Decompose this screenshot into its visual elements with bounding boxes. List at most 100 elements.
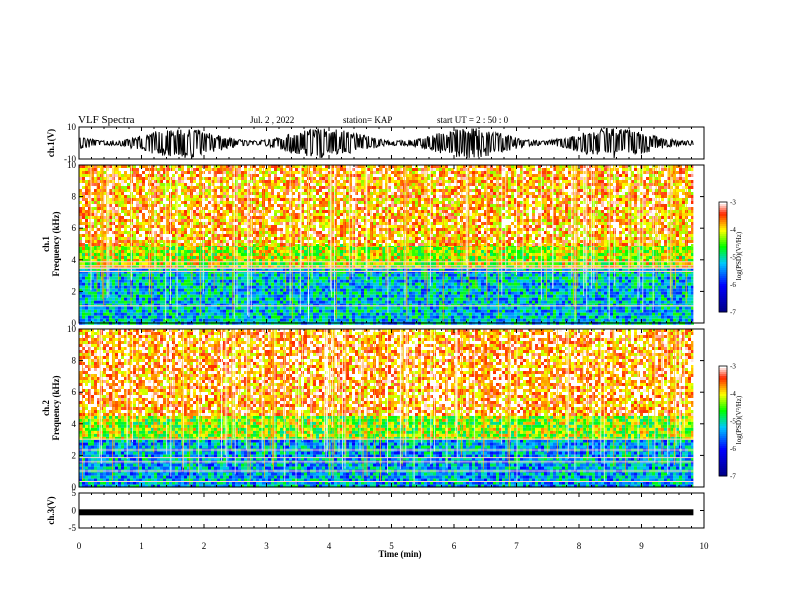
spectrogram-cell [310,286,313,289]
spectrogram-cell [244,286,247,289]
spectrogram-cell [139,256,142,259]
spectrogram-cell [622,313,625,316]
spectrogram-cell [310,283,313,286]
spectrogram-cell [445,262,448,265]
spectrogram-cell [391,313,394,316]
spectrogram-cell [208,316,211,319]
spectrogram-cell [259,292,262,295]
spectrogram-cell [436,292,439,295]
spectrogram-cell [271,301,274,304]
spectrogram-cell [184,319,187,322]
spectrogram-cell [91,301,94,304]
spectrogram-cell [517,286,520,289]
spectrogram-cell [610,310,613,313]
spectrogram-cell [226,313,229,316]
spectrogram-cell [124,313,127,316]
spectrogram-cell [142,313,145,316]
spectrogram-cell [613,301,616,304]
spectrogram-cell [457,316,460,319]
spectrogram-cell [616,280,619,283]
spectrogram-cell [319,277,322,280]
spectrogram-cell [559,307,562,310]
spectrogram-cell [604,280,607,283]
spectrogram-cell [580,298,583,301]
spectrogram-cell [682,307,685,310]
spectrogram-cell [661,274,664,277]
spectrogram-cell [511,289,514,292]
spectrogram-cell [256,283,259,286]
spectrogram-cell [376,307,379,310]
spectrogram-cell [196,289,199,292]
spectrogram-cell [238,280,241,283]
spectrogram-cell [355,277,358,280]
spectrogram-cell [115,286,118,289]
spectrogram-cell [196,277,199,280]
spectrogram-cell [184,313,187,316]
spectrogram-cell [280,295,283,298]
spectrogram-cell [661,283,664,286]
spectrogram-cell [196,253,199,256]
spectrogram-cell [124,301,127,304]
spectrogram-cell [490,298,493,301]
spectrogram-cell [373,256,376,259]
spectrogram-cell [118,310,121,313]
spectrogram-cell [124,274,127,277]
spectrogram-cell [241,298,244,301]
spectrogram-cell [397,262,400,265]
spectrogram-cell [136,283,139,286]
spectrogram-cell [241,307,244,310]
spectrogram-cell [160,280,163,283]
spectrogram-cell [340,313,343,316]
spectrogram-cell [271,310,274,313]
spectrogram-cell [187,289,190,292]
spectrogram-cell [604,286,607,289]
spectrogram-cell [388,274,391,277]
spectrogram-cell [664,316,667,319]
spectrogram-cell [415,286,418,289]
spectrogram-cell [118,292,121,295]
spectrogram-cell [244,319,247,322]
spectrogram-cell [241,283,244,286]
spectrogram-cell [256,274,259,277]
spectrogram-cell [445,295,448,298]
spectrogram-cell [217,301,220,304]
spectrogram-cell [649,319,652,322]
spectrogram-cell [418,250,421,253]
spectrogram-cell [115,250,118,253]
spectrogram-cell [619,286,622,289]
spectrogram-cell [688,310,691,313]
spectrogram-cell [592,319,595,322]
spectrogram-cell [274,247,277,250]
spectrogram-cell [421,301,424,304]
spectrogram-cell [190,298,193,301]
spectrogram-cell [106,301,109,304]
spectrogram-cell [100,319,103,322]
spectrogram-cell [634,316,637,319]
spectrogram-cell [382,316,385,319]
spectrogram-cell [226,286,229,289]
spectrogram-cell [601,277,604,280]
spectrogram-cell [532,289,535,292]
spectrogram-cell [655,319,658,322]
spectrogram-cell [676,292,679,295]
spectrogram-cell [241,256,244,259]
spectrogram-cell [268,250,271,253]
spectrogram-cell [673,292,676,295]
spectrogram-cell [376,289,379,292]
spectrogram-cell [259,310,262,313]
spectrogram-cell [556,310,559,313]
spectrogram-cell [523,295,526,298]
spectrogram-cell [340,250,343,253]
spectrogram-cell [439,292,442,295]
spectrogram-cell [550,313,553,316]
spectrogram-cell [484,307,487,310]
spectrogram-cell [205,298,208,301]
spectrogram-cell [475,316,478,319]
spectrogram-cell [253,295,256,298]
date-label: Jul. 2 , 2022 [250,115,294,125]
spectrogram-cell [196,292,199,295]
spectrogram-cell [463,310,466,313]
spectrogram-cell [412,247,415,250]
spectrogram-cell [682,316,685,319]
spectrogram-cell [586,319,589,322]
